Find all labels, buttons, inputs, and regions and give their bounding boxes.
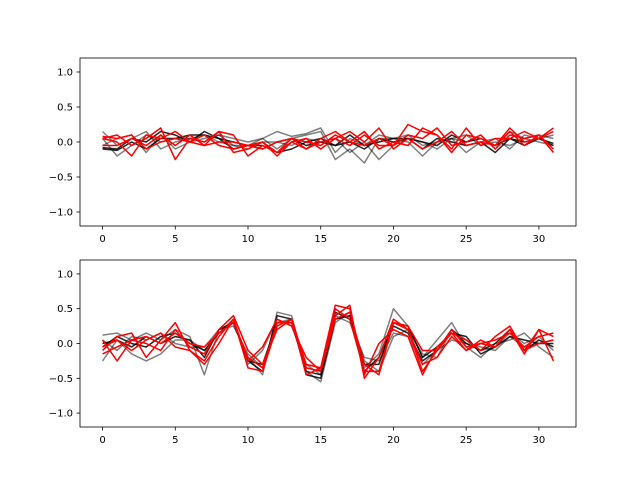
x-tick-label: 5 xyxy=(172,234,178,245)
x-tick-label: 10 xyxy=(242,435,255,446)
y-tick-label: −1.0 xyxy=(49,409,73,420)
y-tick-label: 0.0 xyxy=(57,138,73,149)
series-line-1-8 xyxy=(102,307,554,373)
series-line-0-8 xyxy=(102,127,555,153)
x-tick-label: 20 xyxy=(387,435,400,446)
y-tick-label: 0.0 xyxy=(57,339,73,350)
y-tick-label: −0.5 xyxy=(49,173,73,184)
y-tick-label: −1.0 xyxy=(49,208,73,219)
x-tick-label: 25 xyxy=(460,435,473,446)
series-line-0-7 xyxy=(102,127,554,157)
x-tick-label: 10 xyxy=(242,234,255,245)
series-line-0-6 xyxy=(102,127,554,157)
x-tick-label: 25 xyxy=(460,234,473,245)
top-subplot: 0 5 10 15 20 25 30 −1.0 −0.5 0.0 0.5 1.0 xyxy=(49,57,577,245)
y-tick-label: 0.5 xyxy=(57,103,73,114)
series-line-1-7 xyxy=(102,311,554,376)
x-tick-label: 0 xyxy=(99,435,105,446)
y-tick-label: 1.0 xyxy=(57,269,73,280)
series-line-1-5 xyxy=(102,304,555,376)
series-line-0-3 xyxy=(102,130,554,154)
y-tick-label: 0.5 xyxy=(57,304,73,315)
x-tick-label: 5 xyxy=(172,435,178,446)
x-tick-label: 0 xyxy=(99,234,105,245)
x-tick-label: 30 xyxy=(533,234,546,245)
y-tick-label: −0.5 xyxy=(49,374,73,385)
x-tick-label: 20 xyxy=(387,234,400,245)
x-tick-label: 15 xyxy=(314,234,327,245)
series-line-1-3 xyxy=(102,314,554,380)
x-tick-label: 30 xyxy=(533,435,546,446)
bottom-subplot: 0 5 10 15 20 25 30 −1.0 −0.5 0.0 0.5 1.0 xyxy=(49,259,577,446)
y-tick-label: 1.0 xyxy=(57,68,73,79)
series-line-1-0 xyxy=(102,307,554,383)
x-tick-label: 15 xyxy=(314,435,327,446)
